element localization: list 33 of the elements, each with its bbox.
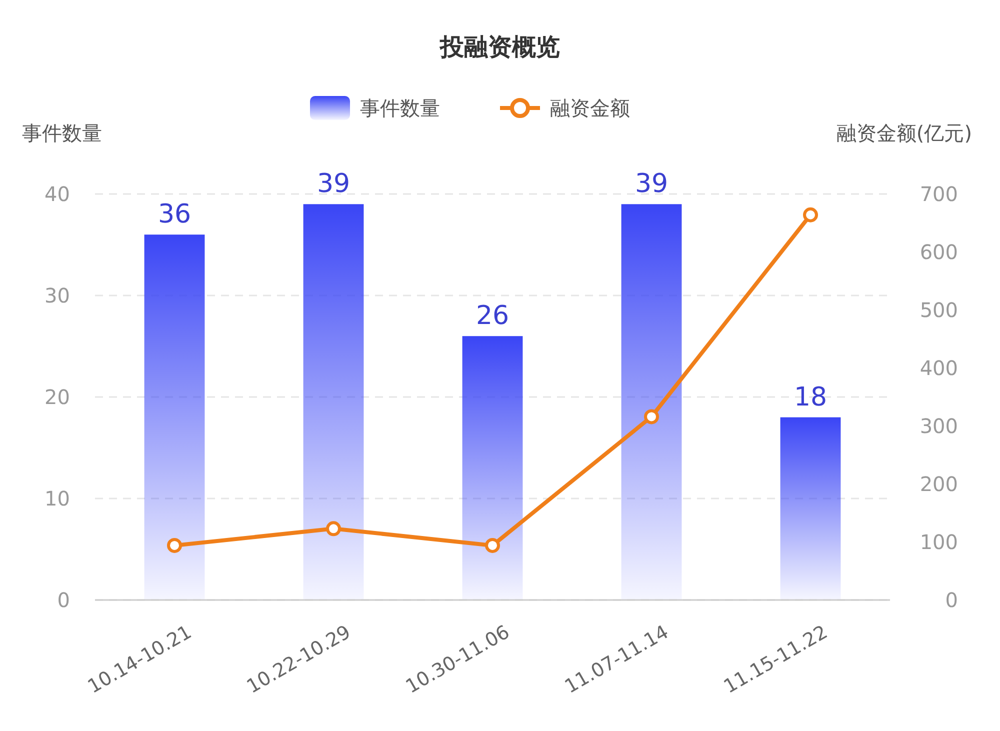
y2-tick-label: 500 bbox=[920, 298, 958, 322]
bar bbox=[621, 204, 682, 600]
y-tick-label: 40 bbox=[44, 182, 70, 206]
bar bbox=[144, 234, 205, 600]
y2-tick-label: 0 bbox=[945, 588, 958, 612]
y-tick-label: 10 bbox=[44, 486, 70, 510]
y2-tick-label: 400 bbox=[920, 356, 958, 380]
point bbox=[167, 538, 182, 553]
data-label: 18 bbox=[794, 382, 828, 412]
y-tick-label: 20 bbox=[44, 385, 70, 409]
y-tick-label: 0 bbox=[57, 588, 70, 612]
y2-tick-label: 100 bbox=[920, 530, 958, 554]
bar bbox=[303, 204, 364, 600]
y2-axis-title: 融资金额(亿元) bbox=[836, 121, 972, 145]
bar bbox=[462, 336, 523, 600]
y-tick-label: 30 bbox=[44, 284, 70, 308]
y2-tick-label: 600 bbox=[920, 240, 958, 264]
y2-tick-label: 700 bbox=[920, 182, 958, 206]
data-label: 36 bbox=[158, 200, 192, 230]
y2-tick-label: 300 bbox=[920, 414, 958, 438]
y2-tick-label: 200 bbox=[920, 472, 958, 496]
data-label: 26 bbox=[476, 301, 510, 332]
legend-label: 融资金额 bbox=[550, 96, 630, 120]
y-axis-title: 事件数量 bbox=[22, 121, 102, 145]
data-label: 39 bbox=[316, 169, 350, 200]
point bbox=[485, 538, 500, 553]
point bbox=[803, 207, 818, 222]
bar bbox=[780, 417, 841, 600]
legend-label: 事件数量 bbox=[360, 96, 440, 120]
point bbox=[644, 409, 659, 424]
data-label: 39 bbox=[634, 169, 668, 200]
chart-title: 投融资概览 bbox=[439, 33, 560, 61]
point bbox=[326, 521, 341, 536]
